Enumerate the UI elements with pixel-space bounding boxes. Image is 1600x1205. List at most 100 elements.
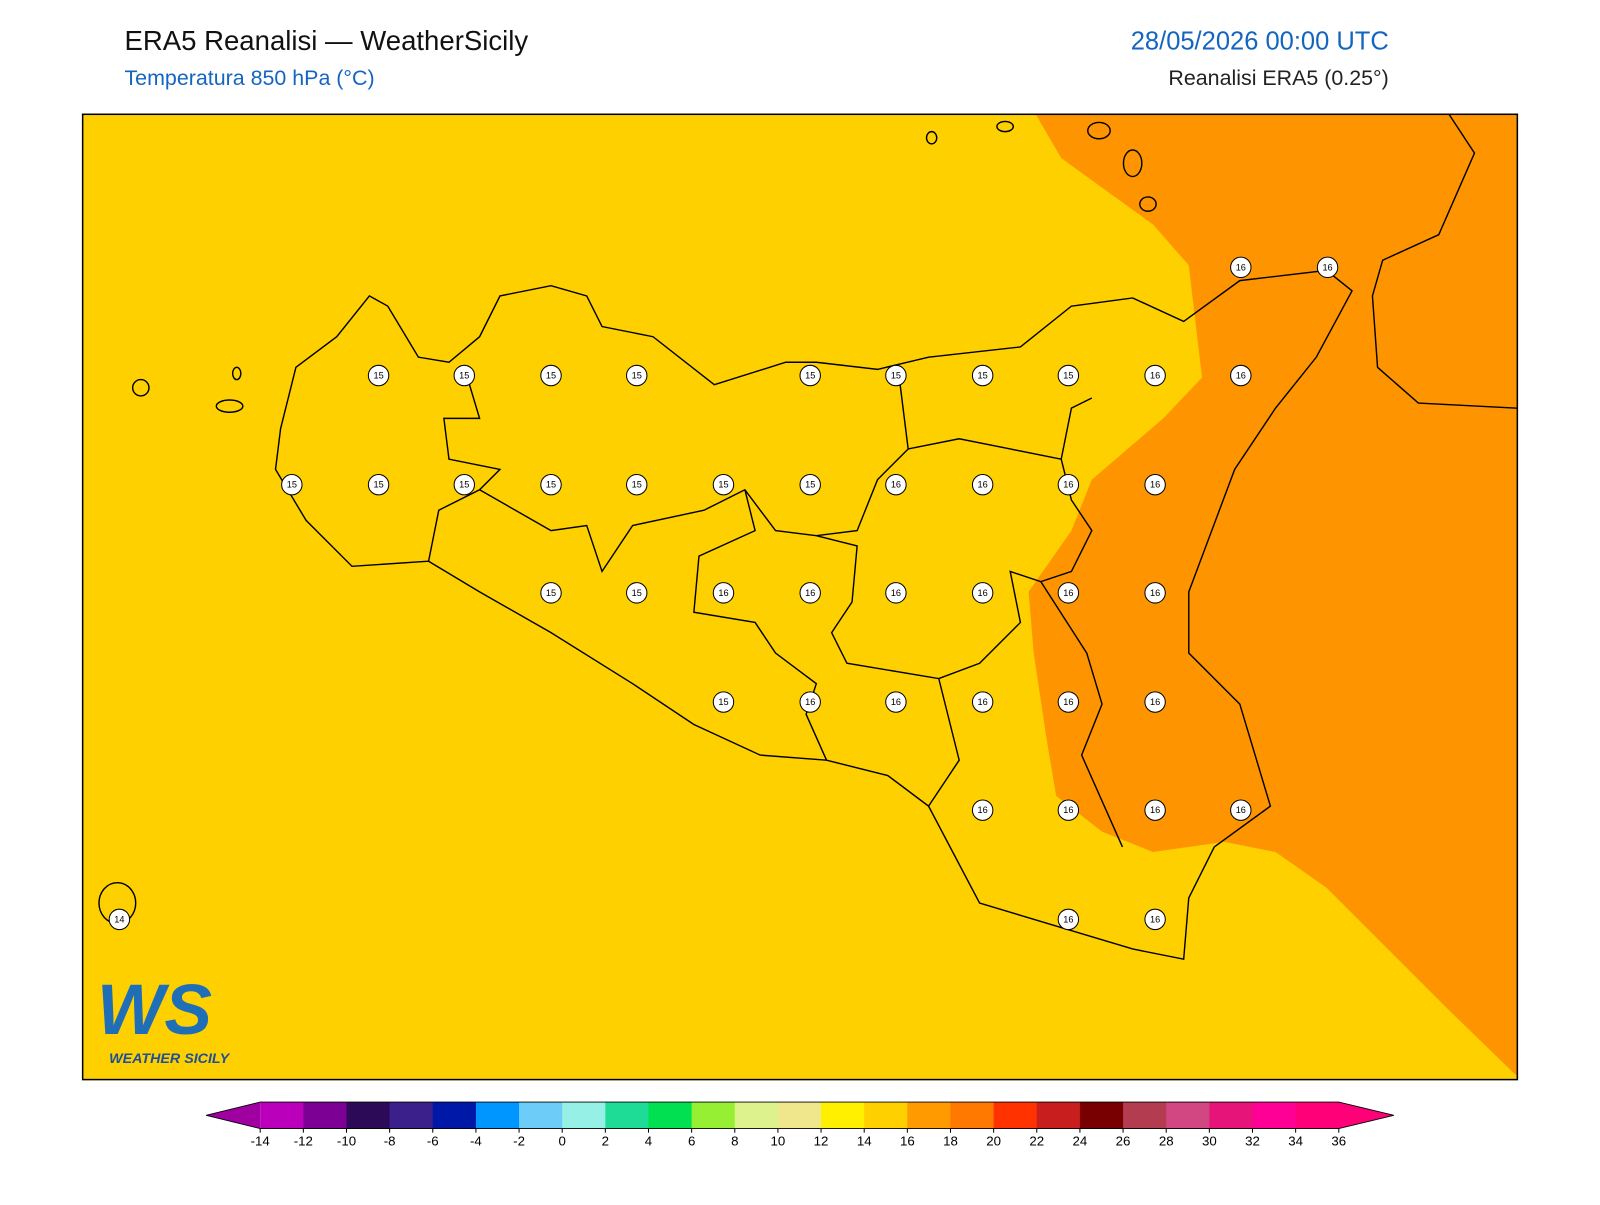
islands xyxy=(98,120,1157,925)
station-value: 16 xyxy=(891,697,901,707)
field-16-18 xyxy=(1028,114,1518,1077)
logo-name: WEATHER SICILY xyxy=(109,1051,230,1067)
colorbar-segment xyxy=(1123,1102,1167,1129)
label-marker xyxy=(971,799,994,821)
colorbar-segment xyxy=(1209,1102,1254,1129)
colorbar-segment xyxy=(907,1102,951,1129)
colorbar-segment xyxy=(1079,1102,1124,1129)
station-labels: 16 16 15 15 15 15 15 15 15 15 16 16 15 15 15 15 15 15 15 16… xyxy=(108,256,1339,931)
label-marker xyxy=(885,364,907,387)
station-value: 16 xyxy=(1063,480,1073,490)
label-marker xyxy=(367,364,390,387)
station-value: 15 xyxy=(546,588,556,598)
label-marker xyxy=(1057,908,1080,931)
label-marker xyxy=(1230,256,1252,279)
label-marker xyxy=(1230,364,1252,387)
colorbar-tick-label: 34 xyxy=(1288,1133,1303,1148)
colorbar-tick-label: -4 xyxy=(470,1133,482,1148)
label-marker xyxy=(712,582,735,604)
colorbar-segment xyxy=(821,1102,865,1129)
station-value: 15 xyxy=(718,480,728,490)
station-value: 16 xyxy=(718,588,728,598)
label-marker xyxy=(1316,256,1339,279)
subtitle: Temperatura 850 hPa (°C) xyxy=(124,66,374,90)
label-marker xyxy=(540,473,562,496)
label-marker xyxy=(1230,799,1252,821)
label-marker xyxy=(281,473,303,496)
colorbar-segment xyxy=(950,1102,995,1129)
map: 16 16 15 15 15 15 15 15 15 15 16 16 15 15 15 15 15 15 15 16… xyxy=(81,113,1519,1081)
colorbar-tick-label: 28 xyxy=(1159,1133,1174,1148)
coastline-sicily xyxy=(274,269,1353,961)
logo: WS WEATHER SICILY xyxy=(97,970,231,1067)
label-marker xyxy=(971,473,994,496)
label-marker xyxy=(885,473,907,496)
station-value: 15 xyxy=(978,370,988,380)
colorbar-tick-label: 2 xyxy=(602,1133,609,1148)
colorbar-tick-label: 8 xyxy=(731,1133,738,1148)
station-value: 16 xyxy=(1063,805,1073,815)
station-value: 15 xyxy=(546,480,556,490)
colorbar-tick-label: -6 xyxy=(427,1133,439,1148)
label-marker xyxy=(108,908,131,931)
colorbar-tick-label: 6 xyxy=(688,1133,695,1148)
colorbar-tick-label: 14 xyxy=(857,1133,872,1148)
station-value: 15 xyxy=(805,370,815,380)
colorbar-segment xyxy=(605,1102,649,1129)
colorbar-tick-label: 30 xyxy=(1202,1133,1217,1148)
label-marker xyxy=(971,364,994,387)
station-value: 15 xyxy=(373,480,383,490)
colorbar-tick-label: -10 xyxy=(337,1133,356,1148)
colorbar-tick-label: -2 xyxy=(513,1133,525,1148)
label-marker xyxy=(971,691,994,713)
label-marker xyxy=(1057,691,1080,713)
colorbar-over xyxy=(1338,1102,1394,1129)
colorbar-segment xyxy=(734,1102,779,1129)
label-marker xyxy=(1144,908,1166,931)
station-value: 15 xyxy=(632,370,642,380)
colorbar-segment xyxy=(303,1102,347,1129)
colorbar-segment xyxy=(260,1102,304,1129)
colorbar-tick-label: 26 xyxy=(1116,1133,1131,1148)
station-value: 16 xyxy=(978,480,988,490)
label-marker xyxy=(626,582,648,604)
colorbar-segment xyxy=(864,1102,908,1129)
label-marker xyxy=(1057,473,1080,496)
station-value: 16 xyxy=(1150,697,1160,707)
map-frame xyxy=(81,113,1519,1081)
label-marker xyxy=(799,364,821,387)
label-marker xyxy=(1057,582,1080,604)
coastline-calabria xyxy=(1371,113,1518,409)
colorbar-segment xyxy=(346,1102,391,1129)
station-value: 16 xyxy=(978,697,988,707)
label-marker xyxy=(1057,364,1080,387)
station-value: 15 xyxy=(891,370,901,380)
station-value: 16 xyxy=(1322,262,1332,272)
station-value: 16 xyxy=(1150,588,1160,598)
colorbar-segment xyxy=(432,1102,477,1129)
colorbar-segment xyxy=(777,1102,822,1129)
label-marker xyxy=(1144,582,1166,604)
label-marker xyxy=(799,473,821,496)
colorbar-tick-label: 4 xyxy=(645,1133,652,1148)
colorbar-segment xyxy=(389,1102,434,1129)
label-marker xyxy=(626,364,648,387)
label-marker xyxy=(885,691,907,713)
label-marker xyxy=(540,364,562,387)
colorbar-segment xyxy=(519,1102,563,1129)
label-marker xyxy=(367,473,390,496)
station-value: 16 xyxy=(1150,914,1160,924)
station-value: 15 xyxy=(546,370,556,380)
colorbar-tick-label: 18 xyxy=(943,1133,958,1148)
label-marker xyxy=(712,473,735,496)
colorbar-segment xyxy=(1036,1102,1081,1129)
station-value: 15 xyxy=(632,480,642,490)
label-marker xyxy=(453,473,475,496)
station-value: 15 xyxy=(718,697,728,707)
label-marker xyxy=(971,582,994,604)
colorbar-segment xyxy=(1166,1102,1210,1129)
station-value: 15 xyxy=(459,370,469,380)
station-value: 16 xyxy=(1063,914,1073,924)
station-value: 15 xyxy=(632,588,642,598)
